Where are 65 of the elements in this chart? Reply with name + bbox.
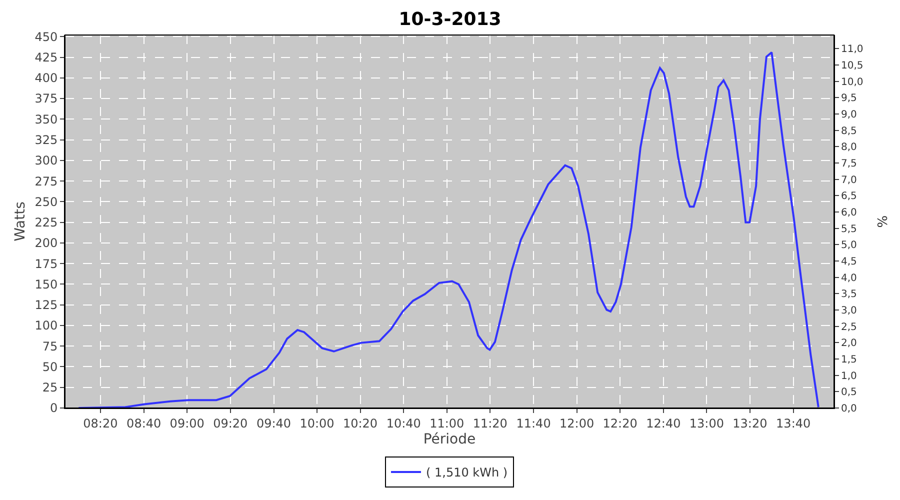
line-series — [78, 51, 820, 408]
x-tick-label: 12:20 — [602, 416, 638, 430]
y2-tick-label: 0,0 — [841, 404, 857, 414]
y2-tick-label: 11,0 — [841, 44, 864, 56]
x-tick-label: 13:00 — [689, 416, 724, 430]
x-axis-title: Période — [423, 432, 476, 448]
y-tick-label: 75 — [42, 339, 58, 354]
y2-tick-label: 10,5 — [841, 60, 864, 72]
y-tick-label: 425 — [34, 50, 58, 64]
y2-tick-label: 8,5 — [841, 126, 857, 137]
x-tick-label: 12:40 — [646, 416, 681, 430]
y-tick-label: 300 — [34, 154, 58, 168]
x-tick-label: 09:40 — [256, 416, 292, 430]
y-tick-label: 200 — [34, 236, 58, 250]
y-tick-label: 325 — [34, 133, 58, 147]
y2-tick-label: 3,0 — [841, 306, 857, 317]
x-tick-label: 10:20 — [342, 416, 378, 430]
y2-tick-label: 9,5 — [841, 93, 857, 104]
y-tick-label: 275 — [34, 174, 58, 188]
y-axis-title: Watts — [12, 202, 28, 242]
y2-tick-label: 2,5 — [841, 322, 857, 333]
y-tick-label: 125 — [34, 298, 58, 312]
y2-tick-label: 7,0 — [841, 174, 857, 186]
x-tick-label: 11:20 — [472, 416, 508, 430]
x-tick-label: 08:20 — [83, 416, 118, 430]
y2-tick-label: 6,5 — [841, 191, 857, 202]
y-tick-label: 25 — [42, 380, 58, 395]
y2-tick-label: 5,5 — [841, 224, 857, 235]
y-tick-label: 175 — [34, 256, 58, 271]
y2-tick-label: 4,0 — [841, 272, 857, 284]
y2-tick-label: 8,0 — [841, 142, 857, 154]
y2-axis-title: % — [876, 215, 891, 228]
y2-tick-label: 9,0 — [841, 110, 857, 121]
y2-tick-label: 0,5 — [841, 387, 857, 398]
y2-tick-label: 3,5 — [841, 289, 857, 300]
y2-tick-label: 7,5 — [841, 158, 857, 170]
x-tick-label: 12:00 — [560, 416, 594, 430]
x-tick-label: 10:40 — [386, 416, 421, 430]
y2-tick-label: 2,0 — [841, 338, 857, 350]
y2-tick-label: 6,0 — [841, 208, 857, 219]
y-tick-label: 350 — [34, 112, 58, 126]
y-tick-label: 450 — [34, 30, 58, 44]
y2-tick-label: 1,5 — [841, 354, 857, 366]
y-tick-label: 100 — [34, 318, 58, 333]
legend-label: ( 1,510 kWh ) — [426, 466, 508, 480]
y-tick-label: 0 — [50, 401, 58, 416]
x-tick-label: 09:00 — [170, 416, 204, 430]
x-tick-label: 11:40 — [516, 416, 551, 430]
x-tick-label: 10:00 — [300, 416, 334, 430]
y-tick-label: 250 — [34, 194, 58, 209]
x-tick-label: 11:00 — [430, 416, 464, 430]
x-tick-label: 08:40 — [126, 416, 162, 430]
x-tick-label: 13:40 — [776, 416, 811, 430]
y2-tick-label: 4,5 — [841, 256, 857, 268]
y2-tick-label: 1,0 — [841, 370, 857, 382]
y-tick-label: 375 — [34, 92, 58, 106]
x-tick-label: 13:20 — [732, 416, 768, 430]
y2-tick-label: 5,0 — [841, 240, 857, 252]
x-tick-label: 09:20 — [213, 416, 248, 430]
y-tick-label: 225 — [34, 216, 58, 230]
y2-tick-label: 10,0 — [841, 76, 864, 88]
y-tick-label: 50 — [42, 360, 58, 374]
y-tick-label: 400 — [34, 71, 58, 86]
chart-title: 10-3-2013 — [398, 9, 502, 30]
y-tick-label: 150 — [34, 277, 58, 292]
